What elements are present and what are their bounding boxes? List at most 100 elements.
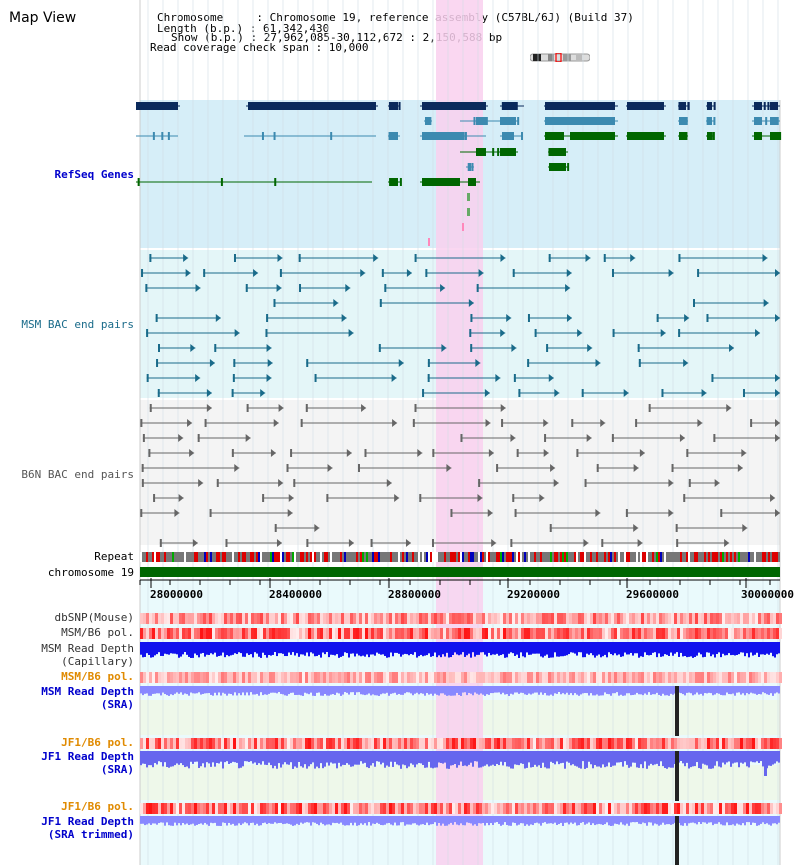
polymorphism-cell — [620, 672, 623, 683]
polymorphism-cell — [764, 803, 767, 814]
read-depth-bar — [464, 686, 466, 693]
read-depth-bar — [344, 816, 346, 826]
repeat-segment — [336, 552, 338, 562]
gene-exon-tick — [567, 163, 570, 171]
polymorphism-cell — [371, 672, 374, 683]
polymorphism-cell — [551, 672, 554, 683]
polymorphism-cell — [236, 628, 239, 639]
polymorphism-cell — [647, 628, 650, 639]
polymorphism-cell — [761, 672, 764, 683]
read-depth-bar — [472, 642, 474, 653]
track-label-refseq[interactable]: RefSeq Genes — [54, 168, 134, 181]
bac-end-tick — [262, 494, 265, 502]
polymorphism-cell — [386, 672, 389, 683]
polymorphism-cell — [713, 672, 716, 683]
repeat-segment — [616, 552, 618, 562]
polymorphism-cell — [302, 628, 305, 639]
repeat-segment — [354, 552, 356, 562]
read-depth-bar — [190, 816, 192, 825]
polymorphism-cell — [593, 628, 596, 639]
read-depth-bar — [742, 686, 744, 694]
read-depth-bar — [396, 686, 398, 695]
read-depth-bar — [722, 816, 724, 826]
read-depth-bar — [620, 751, 622, 763]
read-depth-bar — [576, 686, 578, 695]
read-depth-bar — [398, 642, 400, 654]
gene-exon-tick — [273, 132, 276, 140]
bac-end-arrow — [595, 509, 601, 517]
read-depth-bar — [558, 816, 560, 825]
read-depth-bar — [450, 686, 452, 696]
polymorphism-cell — [767, 803, 770, 814]
read-depth-bar — [586, 816, 588, 824]
repeat-segment — [410, 552, 412, 562]
read-depth-bar — [254, 816, 256, 826]
polymorphism-cell — [449, 803, 452, 814]
read-depth-bar — [726, 751, 728, 763]
gene-exon-tick — [593, 102, 596, 110]
repeat-segment — [140, 552, 142, 562]
polymorphism-cell — [410, 672, 413, 683]
gene-exon-tick — [447, 178, 450, 186]
read-depth-bar — [700, 751, 702, 769]
bac-end-arrow — [763, 299, 769, 307]
polymorphism-cell — [587, 628, 590, 639]
repeat-segment — [766, 552, 768, 562]
read-depth-bar — [464, 751, 466, 766]
polymorphism-cell — [212, 803, 215, 814]
read-depth-bar — [584, 751, 586, 769]
gene-exon — [679, 132, 686, 140]
read-depth-bar — [484, 642, 486, 655]
polymorphism-cell — [536, 628, 539, 639]
polymorphism-cell — [365, 803, 368, 814]
read-depth-bar — [274, 642, 276, 653]
read-depth-bar — [212, 642, 214, 655]
read-depth-bar — [342, 642, 344, 656]
polymorphism-cell — [161, 738, 164, 749]
read-depth-bar — [592, 816, 594, 824]
polymorphism-cell — [458, 803, 461, 814]
track-label-msm-bac[interactable]: MSM BAC end pairs — [21, 318, 134, 331]
read-depth-bar — [268, 751, 270, 763]
polymorphism-cell — [716, 628, 719, 639]
gene-exon — [500, 148, 516, 156]
polymorphism-cell — [404, 613, 407, 624]
read-depth-bar — [204, 686, 206, 694]
polymorphism-cell — [176, 628, 179, 639]
polymorphism-cell — [413, 672, 416, 683]
read-depth-bar — [194, 686, 196, 694]
polymorphism-cell — [731, 628, 734, 639]
read-depth-bar — [614, 642, 616, 654]
repeat-segment — [708, 552, 710, 562]
chromosome-ideogram[interactable] — [530, 53, 590, 62]
read-depth-bar — [508, 686, 510, 696]
polymorphism-cell — [419, 738, 422, 749]
polymorphism-cell — [149, 672, 152, 683]
bac-end-arrow — [488, 449, 494, 457]
read-depth-bar — [524, 816, 526, 826]
bac-end-tick — [450, 509, 453, 517]
polymorphism-cell — [437, 613, 440, 624]
read-depth-bar — [532, 751, 534, 768]
read-depth-bar — [154, 816, 156, 824]
polymorphism-cell — [365, 738, 368, 749]
repeat-segment — [472, 552, 474, 562]
polymorphism-cell — [542, 803, 545, 814]
bac-end-tick — [678, 254, 681, 262]
read-depth-bar — [348, 686, 350, 695]
read-depth-bar — [398, 751, 400, 766]
polymorphism-cell — [632, 628, 635, 639]
polymorphism-cell — [452, 613, 455, 624]
read-depth-bar — [348, 642, 350, 658]
track-label-b6n-bac[interactable]: B6N BAC end pairs — [21, 468, 134, 481]
read-depth-bar — [592, 642, 594, 656]
read-depth-bar — [510, 642, 512, 653]
repeat-segment — [588, 552, 590, 562]
read-depth-bar — [632, 642, 634, 656]
polymorphism-cell — [656, 738, 659, 749]
read-depth-bar — [308, 751, 310, 767]
polymorphism-cell — [410, 628, 413, 639]
polymorphism-cell — [692, 613, 695, 624]
repeat-segment — [440, 552, 442, 562]
